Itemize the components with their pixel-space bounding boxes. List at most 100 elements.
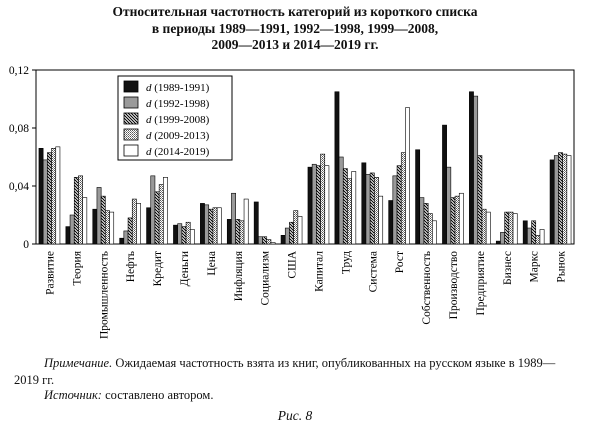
bar	[127, 217, 133, 245]
bar	[226, 219, 232, 245]
bar	[392, 175, 398, 245]
bar	[485, 211, 491, 245]
bar	[55, 146, 61, 245]
bar	[446, 166, 452, 245]
bar	[65, 226, 71, 245]
bar	[293, 210, 299, 245]
bar	[522, 220, 528, 245]
bar	[47, 152, 52, 245]
bar	[369, 172, 375, 245]
bar	[96, 187, 102, 245]
bar	[173, 224, 178, 245]
bar	[316, 165, 321, 245]
legend: d (1989-1991) d (1992-1998) d (1999-2008) d…	[117, 75, 233, 161]
x-tick-label: Производство	[448, 251, 460, 320]
x-tick-label: Теория	[71, 250, 83, 285]
bars	[38, 91, 572, 245]
bar	[181, 226, 187, 245]
bar	[146, 207, 152, 245]
bar	[253, 201, 259, 245]
bar	[473, 95, 479, 245]
legend-swatch	[123, 112, 139, 125]
x-tick-label: Кредит	[152, 251, 164, 286]
x-tick-label: Система	[367, 251, 379, 292]
bar	[365, 174, 371, 245]
bar	[136, 203, 141, 245]
bar	[495, 240, 501, 245]
bar	[361, 162, 367, 245]
legend-label: d (1989-1991)	[146, 82, 210, 94]
plot-frame	[35, 69, 575, 245]
bar	[539, 229, 545, 245]
bar	[500, 232, 505, 245]
bar	[270, 242, 276, 245]
chart-title-line: 2009—2013 и 2014—2019 гг.	[211, 37, 379, 52]
bar	[458, 192, 464, 245]
x-tick-label: Инфляция	[233, 250, 245, 301]
bar	[208, 208, 214, 245]
bar	[154, 191, 160, 245]
bar	[512, 213, 518, 245]
bar	[351, 171, 357, 245]
x-tick-label: Нефть	[125, 251, 137, 282]
legend-swatch	[123, 80, 139, 93]
x-tick-label: Собственность	[421, 251, 433, 325]
bar	[338, 156, 344, 245]
bar	[200, 203, 205, 245]
x-tick-label: Социализм	[260, 250, 272, 305]
bar	[92, 208, 98, 245]
x-tick-label: Бизнес	[502, 251, 514, 285]
bar	[324, 165, 330, 245]
bar	[504, 211, 510, 245]
bar	[150, 175, 156, 245]
bar	[508, 211, 514, 245]
x-tick-label: Маркс	[529, 251, 541, 283]
chart-title: Относительная частотность категорий из к…	[0, 4, 590, 54]
bar	[284, 227, 290, 245]
x-tick-label: Рынок	[556, 251, 568, 283]
bar	[258, 236, 263, 245]
bar	[42, 159, 48, 245]
bar	[469, 91, 474, 245]
bar	[119, 237, 125, 245]
bar	[374, 177, 379, 245]
bar	[38, 148, 44, 245]
bar	[562, 153, 568, 245]
bar	[531, 220, 537, 245]
bar	[204, 204, 210, 245]
bar	[235, 219, 241, 245]
chart-title-line: в периоды 1989—1991, 1992—1998, 1999—200…	[151, 20, 439, 36]
bar	[388, 200, 394, 245]
bar	[82, 197, 88, 245]
x-tick-label: Рост	[394, 251, 406, 273]
bar	[415, 149, 421, 245]
bar	[78, 175, 83, 245]
bar	[396, 165, 402, 245]
bar	[177, 223, 183, 245]
x-axis-labels: Развитие Теория Промышленность Нефть Кредит Д…	[45, 250, 568, 339]
bar	[442, 124, 447, 245]
bar	[51, 148, 57, 245]
bar	[419, 197, 425, 245]
bar	[131, 198, 137, 245]
legend-label: d (1992-1998)	[146, 98, 210, 110]
bar	[347, 178, 352, 245]
x-tick-label: Развитие	[45, 251, 57, 295]
x-tick-label: Деньги	[179, 251, 191, 286]
bar	[105, 210, 110, 245]
x-tick-label: Цена	[206, 251, 218, 276]
bar	[185, 221, 191, 245]
bar	[527, 227, 532, 245]
bar	[243, 198, 249, 245]
bar	[73, 177, 79, 245]
legend-label: d (2014-2019)	[146, 146, 210, 158]
y-tick-label: 0,08	[9, 123, 29, 135]
bar	[307, 166, 313, 245]
bar	[400, 152, 406, 245]
source-text: составлено автором.	[105, 388, 214, 402]
x-tick-label: Предприятие	[475, 251, 487, 316]
bar	[311, 163, 317, 245]
chart-title-line: Относительная частотность категорий из к…	[112, 4, 478, 19]
note-label: Примечание.	[44, 356, 113, 370]
bar	[163, 177, 168, 245]
